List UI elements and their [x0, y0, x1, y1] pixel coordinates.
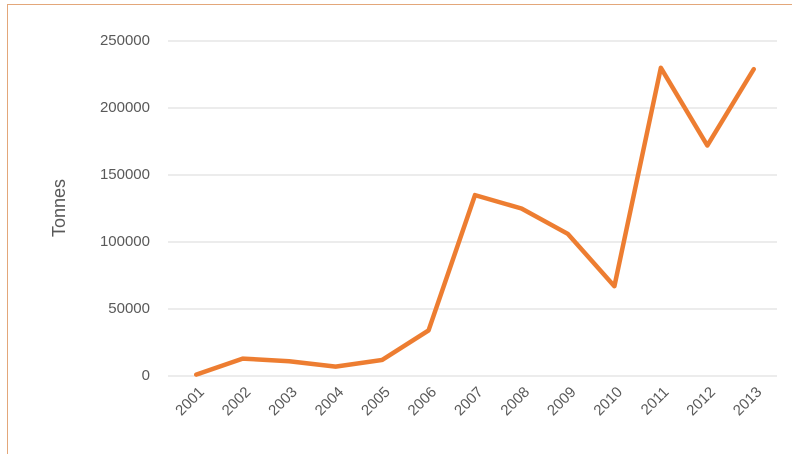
x-tick-label: 2002	[219, 384, 255, 420]
x-tick-label: 2005	[358, 384, 394, 420]
x-tick-label: 2012	[683, 384, 719, 420]
y-tick-label: 0	[142, 367, 150, 384]
y-axis-label: Tonnes	[49, 179, 69, 237]
data-line	[193, 65, 757, 377]
x-tick-label: 2004	[312, 384, 348, 420]
y-tick-label: 200000	[100, 99, 150, 116]
y-tick-label: 250000	[100, 32, 150, 49]
x-tick-label: 2001	[172, 384, 208, 420]
x-tick-label: 2006	[405, 384, 441, 420]
x-tick-label: 2010	[590, 384, 626, 420]
x-tick-label: 2003	[265, 384, 301, 420]
x-tick-label: 2009	[544, 384, 580, 420]
x-tick-label: 2008	[497, 384, 533, 420]
x-tick-label: 2007	[451, 384, 487, 420]
y-tick-label: 150000	[100, 166, 150, 183]
x-tick-label: 2013	[730, 384, 766, 420]
x-tick-label: 2011	[638, 384, 673, 419]
chart-border	[7, 4, 792, 454]
y-tick-label: 50000	[108, 300, 150, 317]
y-tick-label: 100000	[100, 233, 150, 250]
